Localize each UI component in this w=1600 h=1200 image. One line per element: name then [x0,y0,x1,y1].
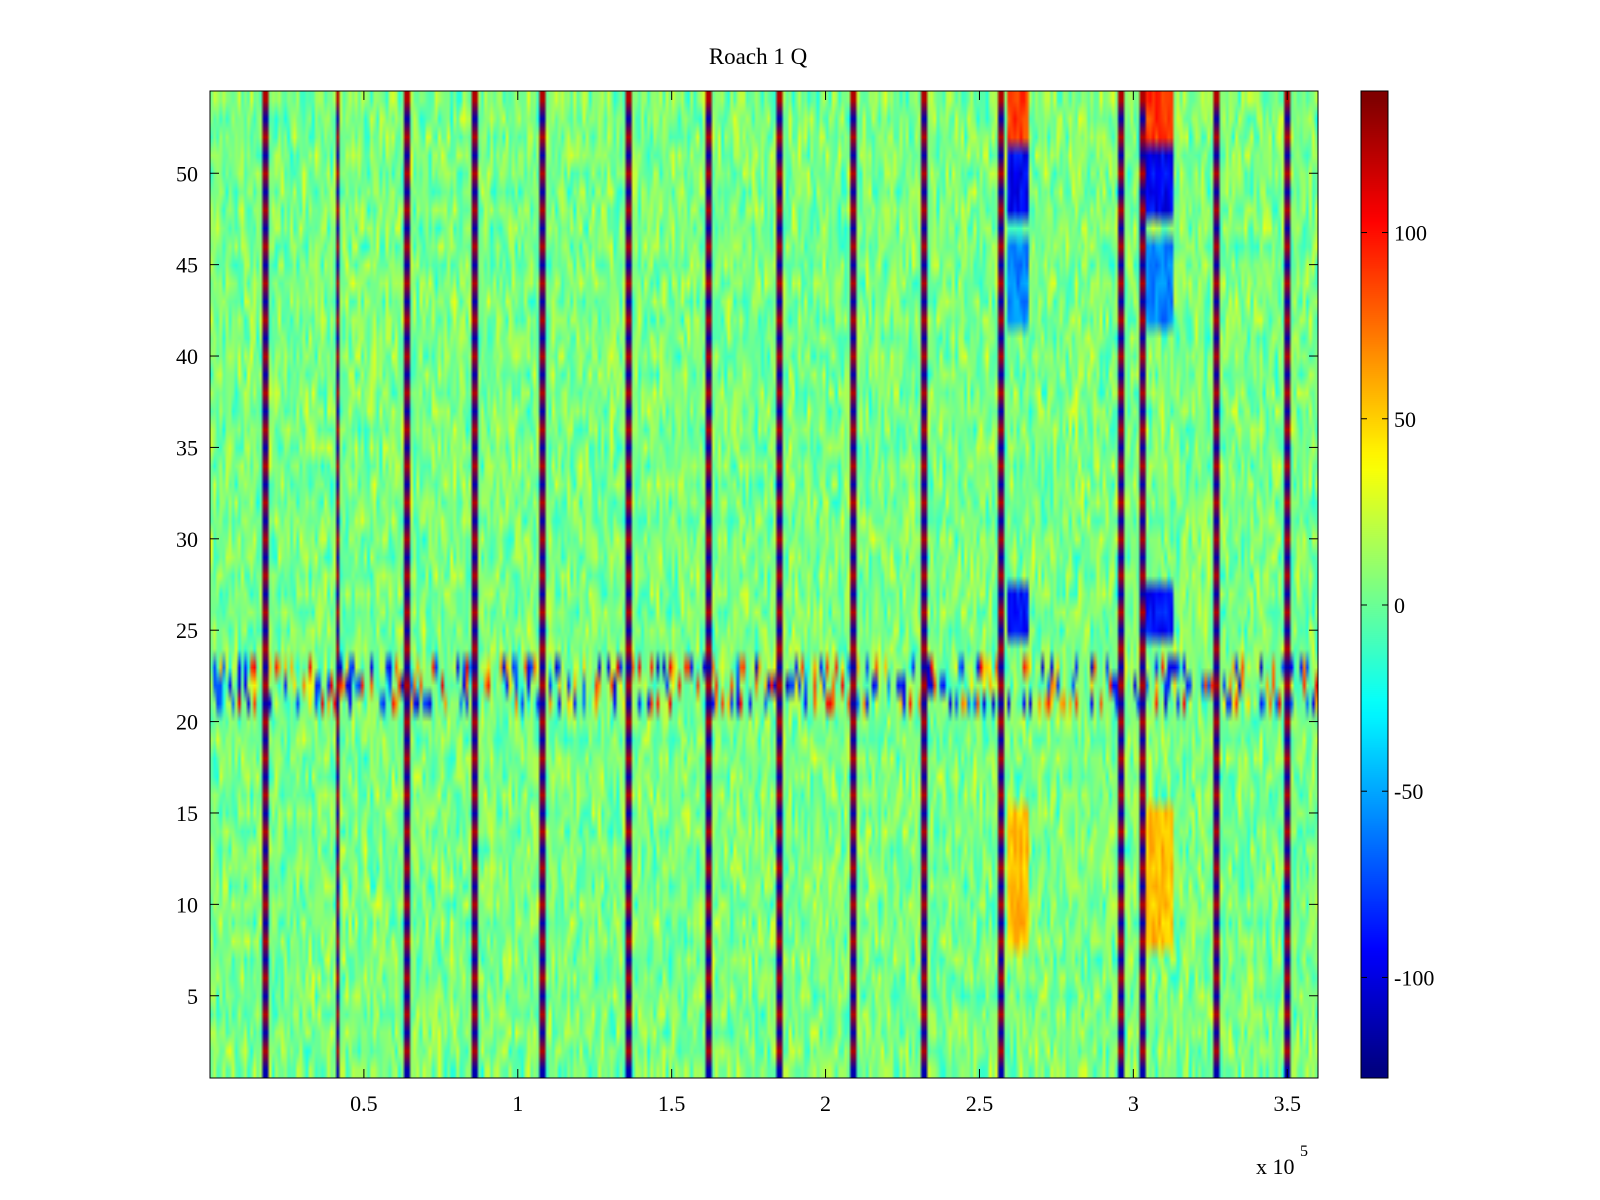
heatmap-image [210,91,1318,1078]
x-exponent-base: x 10 [1256,1154,1295,1179]
x-tick-label: 1.5 [658,1091,686,1116]
colorbar-tick-label: -100 [1394,965,1434,990]
plot-area: 0.5 1 1.5 2 2.5 3 3.5 5 10 15 20 25 30 35 40 45 50 [176,90,1319,1116]
x-exponent-power: 5 [1300,1143,1308,1160]
colorbar-tick-label: 100 [1394,221,1427,246]
x-tick-label: 3.5 [1273,1091,1301,1116]
x-axis: 0.5 1 1.5 2 2.5 3 3.5 [350,91,1301,1116]
y-tick-label: 30 [176,527,198,552]
y-tick-label: 10 [176,892,198,917]
x-tick-label: 2.5 [966,1091,994,1116]
x-tick-label: 3 [1128,1091,1139,1116]
plot-frame [209,90,1319,1079]
y-tick-label: 20 [176,710,198,735]
y-tick-label: 25 [176,618,198,643]
y-tick-label: 50 [176,161,198,186]
colorbar-tick-label: 0 [1394,593,1405,618]
y-axis: 5 10 15 20 25 30 35 40 45 50 [176,161,1318,1009]
colorbar-ticks: -100 -50 0 50 100 [1361,221,1434,990]
y-tick-label: 5 [187,984,198,1009]
chart-title: Roach 1 Q [709,44,808,69]
colorbar: -100 -50 0 50 100 [1360,90,1434,1079]
y-tick-label: 15 [176,801,198,826]
y-tick-label: 35 [176,435,198,460]
y-tick-label: 40 [176,344,198,369]
x-tick-label: 0.5 [350,1091,378,1116]
x-exponent-label: x 10 5 [1256,1143,1308,1179]
y-tick-label: 45 [176,253,198,278]
colorbar-tick-label: -50 [1394,779,1423,804]
colorbar-frame [1360,90,1389,1079]
colorbar-image [1361,91,1388,1078]
x-tick-label: 1 [512,1091,523,1116]
colorbar-tick-label: 50 [1394,407,1416,432]
x-tick-label: 2 [820,1091,831,1116]
